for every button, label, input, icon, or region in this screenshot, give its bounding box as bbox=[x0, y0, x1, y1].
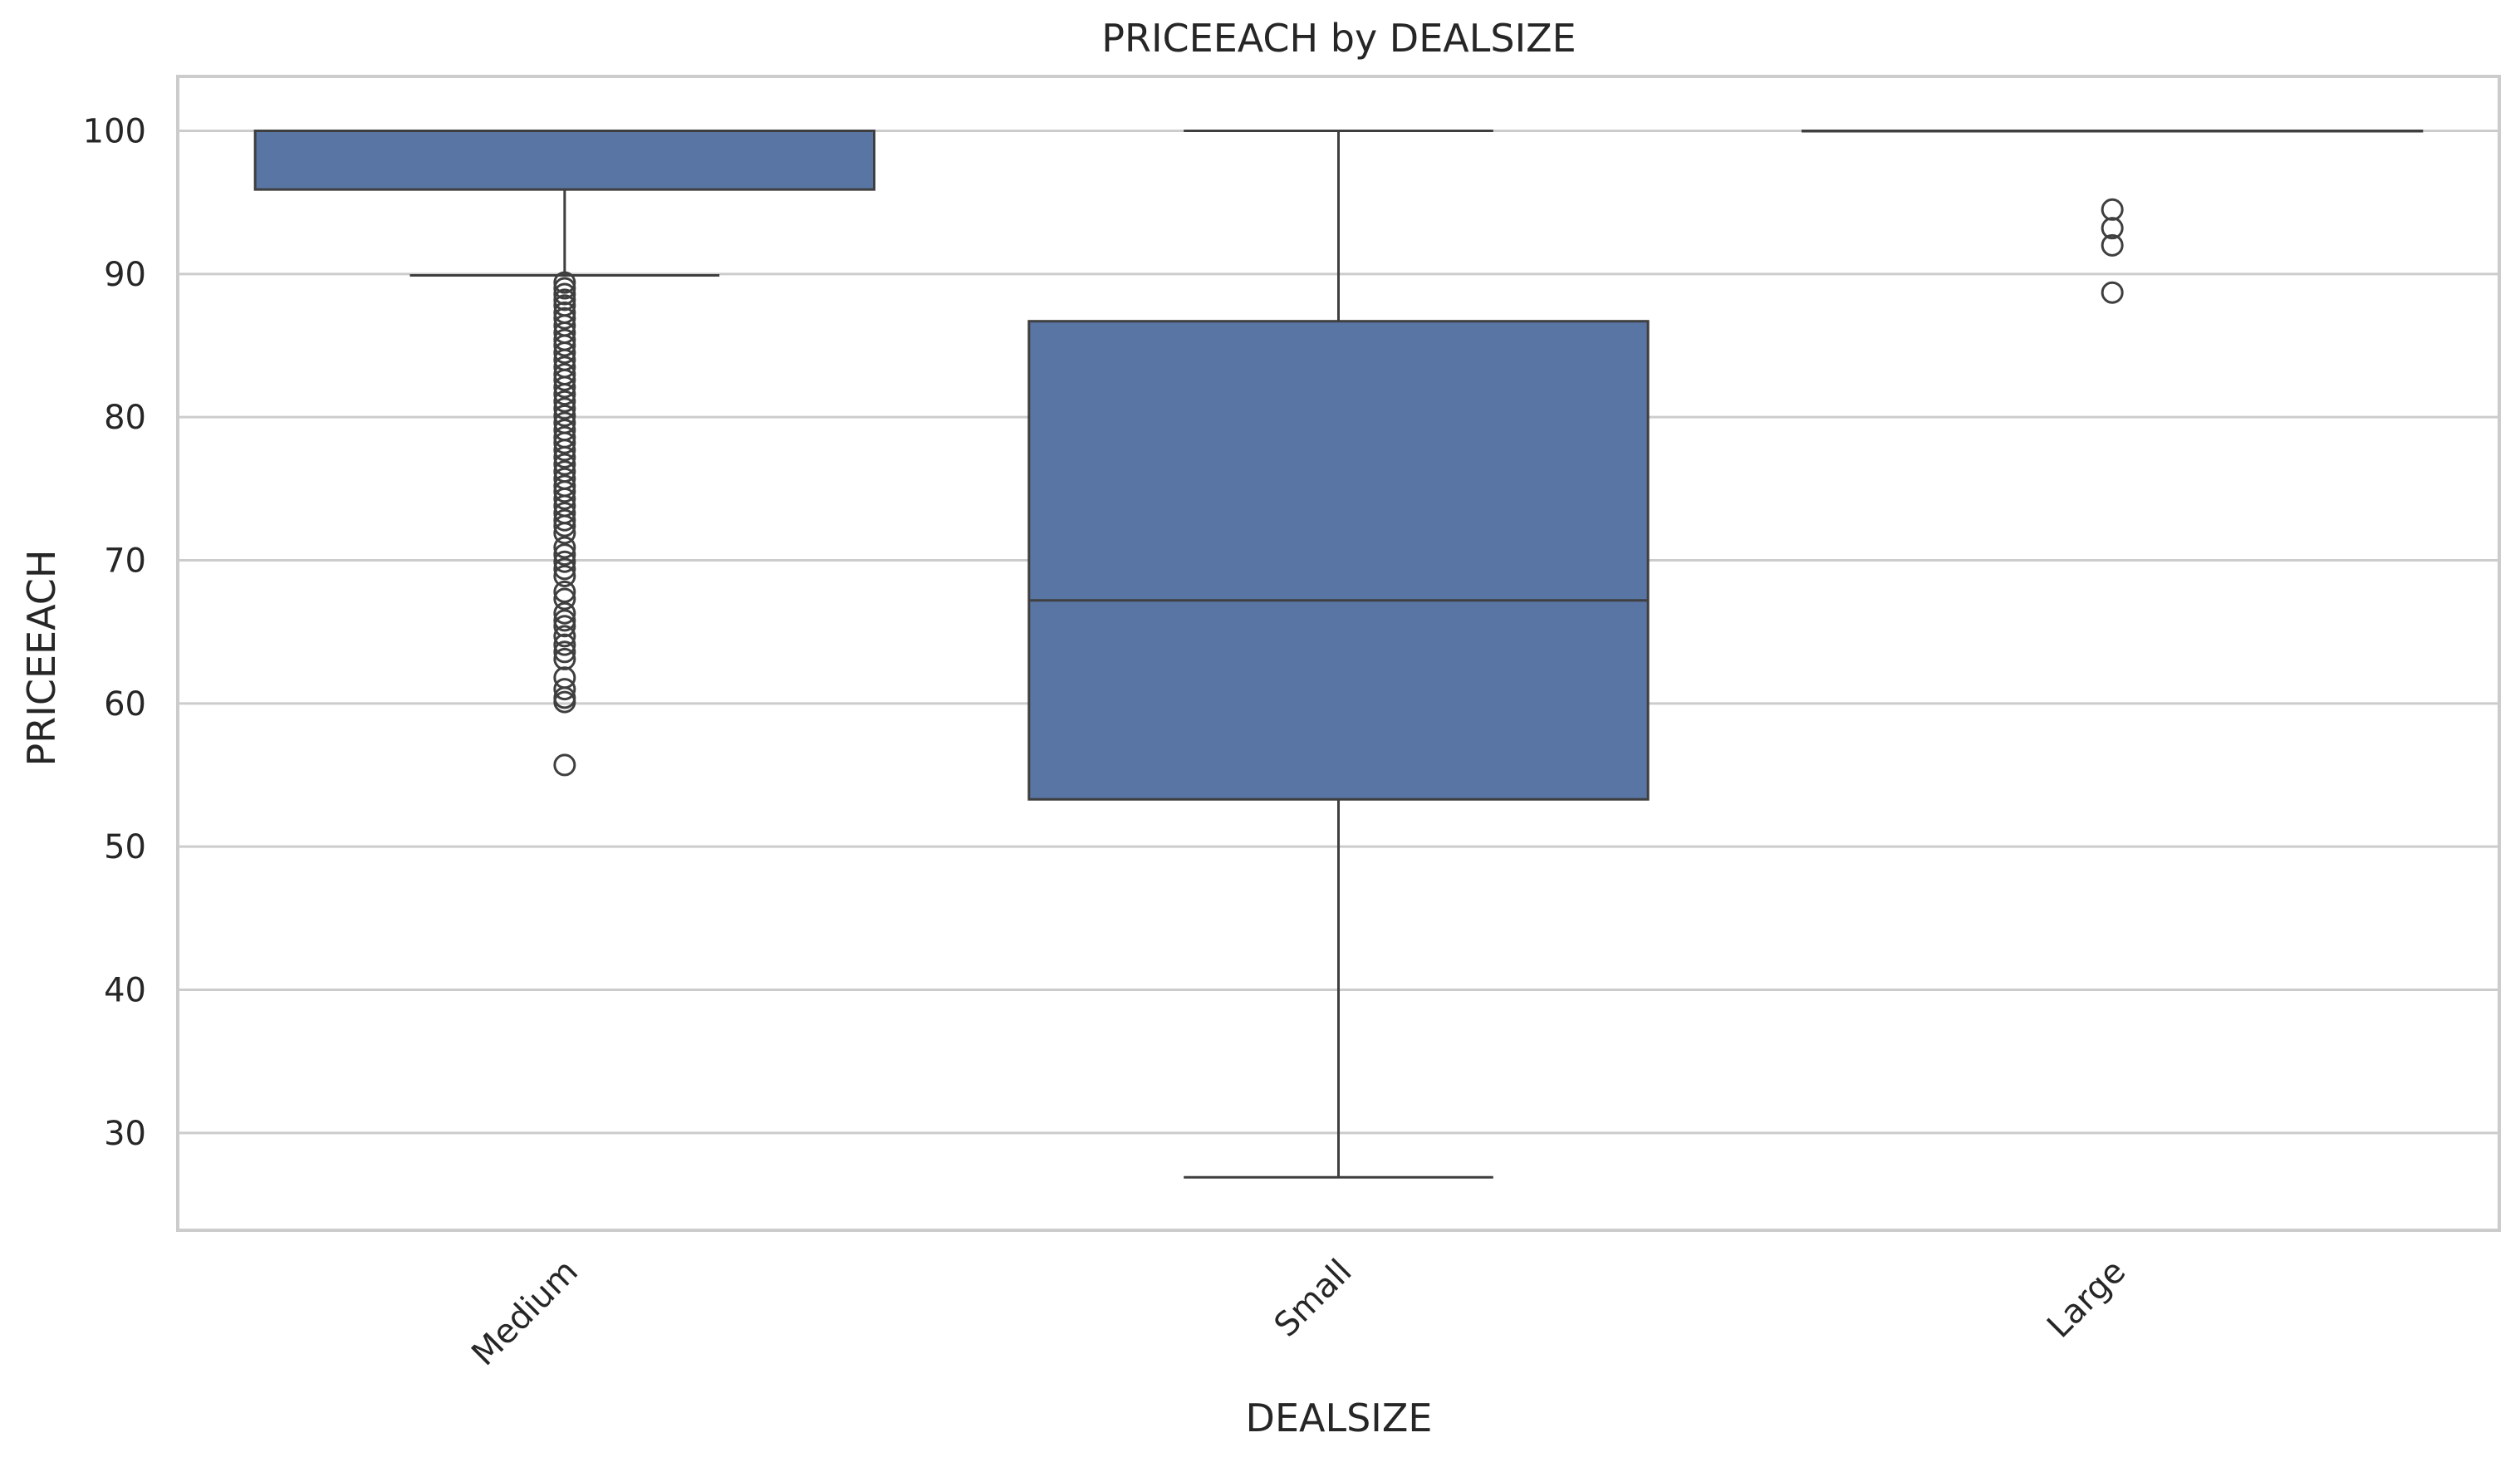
outlier-point bbox=[553, 678, 576, 701]
outlier-point bbox=[553, 536, 576, 559]
outlier-point bbox=[553, 445, 576, 469]
outlier-point bbox=[553, 271, 576, 294]
outlier-point bbox=[553, 508, 576, 532]
outlier-point bbox=[553, 431, 576, 454]
outlier-point bbox=[553, 341, 576, 365]
box-medium bbox=[253, 129, 875, 777]
outlier-point bbox=[553, 625, 576, 648]
x-tick-label: Large bbox=[2040, 1253, 2133, 1346]
outlier-point bbox=[553, 383, 576, 406]
outlier-point bbox=[553, 609, 576, 632]
y-tick-label: 70 bbox=[104, 542, 146, 580]
outlier-point bbox=[553, 368, 576, 391]
plot-frame bbox=[176, 75, 2501, 1232]
outlier-point bbox=[553, 550, 576, 573]
outlier-point bbox=[553, 404, 576, 427]
x-tick-label: Medium bbox=[464, 1253, 586, 1374]
outlier-point bbox=[553, 487, 576, 510]
chart-title: PRICEEACH by DEALSIZE bbox=[1101, 16, 1576, 61]
outlier-point bbox=[553, 480, 576, 503]
outlier-point bbox=[553, 439, 576, 462]
outlier-point bbox=[553, 580, 576, 603]
y-tick-label: 80 bbox=[104, 399, 146, 437]
y-tick-label: 60 bbox=[104, 685, 146, 724]
y-axis-title: PRICEEACH bbox=[19, 550, 64, 767]
outlier-point bbox=[553, 334, 576, 357]
x-tick-label: Small bbox=[1267, 1253, 1359, 1345]
outlier-point bbox=[553, 633, 576, 656]
outlier-point bbox=[553, 587, 576, 611]
outlier-point bbox=[553, 514, 576, 537]
outlier-point bbox=[553, 564, 576, 587]
y-tick-label: 30 bbox=[104, 1115, 146, 1153]
outlier-point bbox=[2101, 233, 2124, 257]
outlier-point bbox=[553, 390, 576, 413]
outlier-point bbox=[2101, 281, 2124, 304]
outlier-point bbox=[553, 647, 576, 670]
y-tick-label: 90 bbox=[104, 256, 146, 294]
y-tick-label: 50 bbox=[104, 828, 146, 866]
outlier-point bbox=[2101, 198, 2124, 221]
outlier-point bbox=[553, 375, 576, 399]
outlier-point bbox=[553, 277, 576, 300]
x-axis-title: DEALSIZE bbox=[1246, 1396, 1433, 1440]
outlier-point bbox=[553, 397, 576, 420]
y-tick-label: 40 bbox=[104, 971, 146, 1009]
outlier-point bbox=[2101, 217, 2124, 240]
outlier-point bbox=[553, 666, 576, 689]
box-iqr bbox=[1027, 320, 1650, 801]
outlier-point bbox=[553, 282, 576, 306]
box-iqr bbox=[253, 129, 875, 191]
outlier-point bbox=[553, 543, 576, 567]
outlier-point bbox=[553, 453, 576, 476]
outlier-point bbox=[553, 753, 576, 777]
y-tick-label: 100 bbox=[83, 112, 146, 150]
box-large bbox=[1802, 129, 2424, 304]
outlier-point bbox=[553, 522, 576, 545]
outlier-point bbox=[553, 601, 576, 625]
x-tick-labels: Medium Small Large bbox=[464, 1253, 2133, 1374]
outlier-point bbox=[553, 640, 576, 664]
boxes bbox=[253, 129, 2424, 1179]
outlier-point bbox=[553, 288, 576, 312]
y-tick-labels: 30 40 50 60 70 80 90 100 bbox=[83, 112, 146, 1152]
box-small bbox=[1027, 129, 1650, 1179]
outlier-point bbox=[553, 690, 576, 714]
outlier-point bbox=[553, 557, 576, 581]
outlier-point bbox=[553, 615, 576, 638]
outlier-point bbox=[553, 307, 576, 330]
